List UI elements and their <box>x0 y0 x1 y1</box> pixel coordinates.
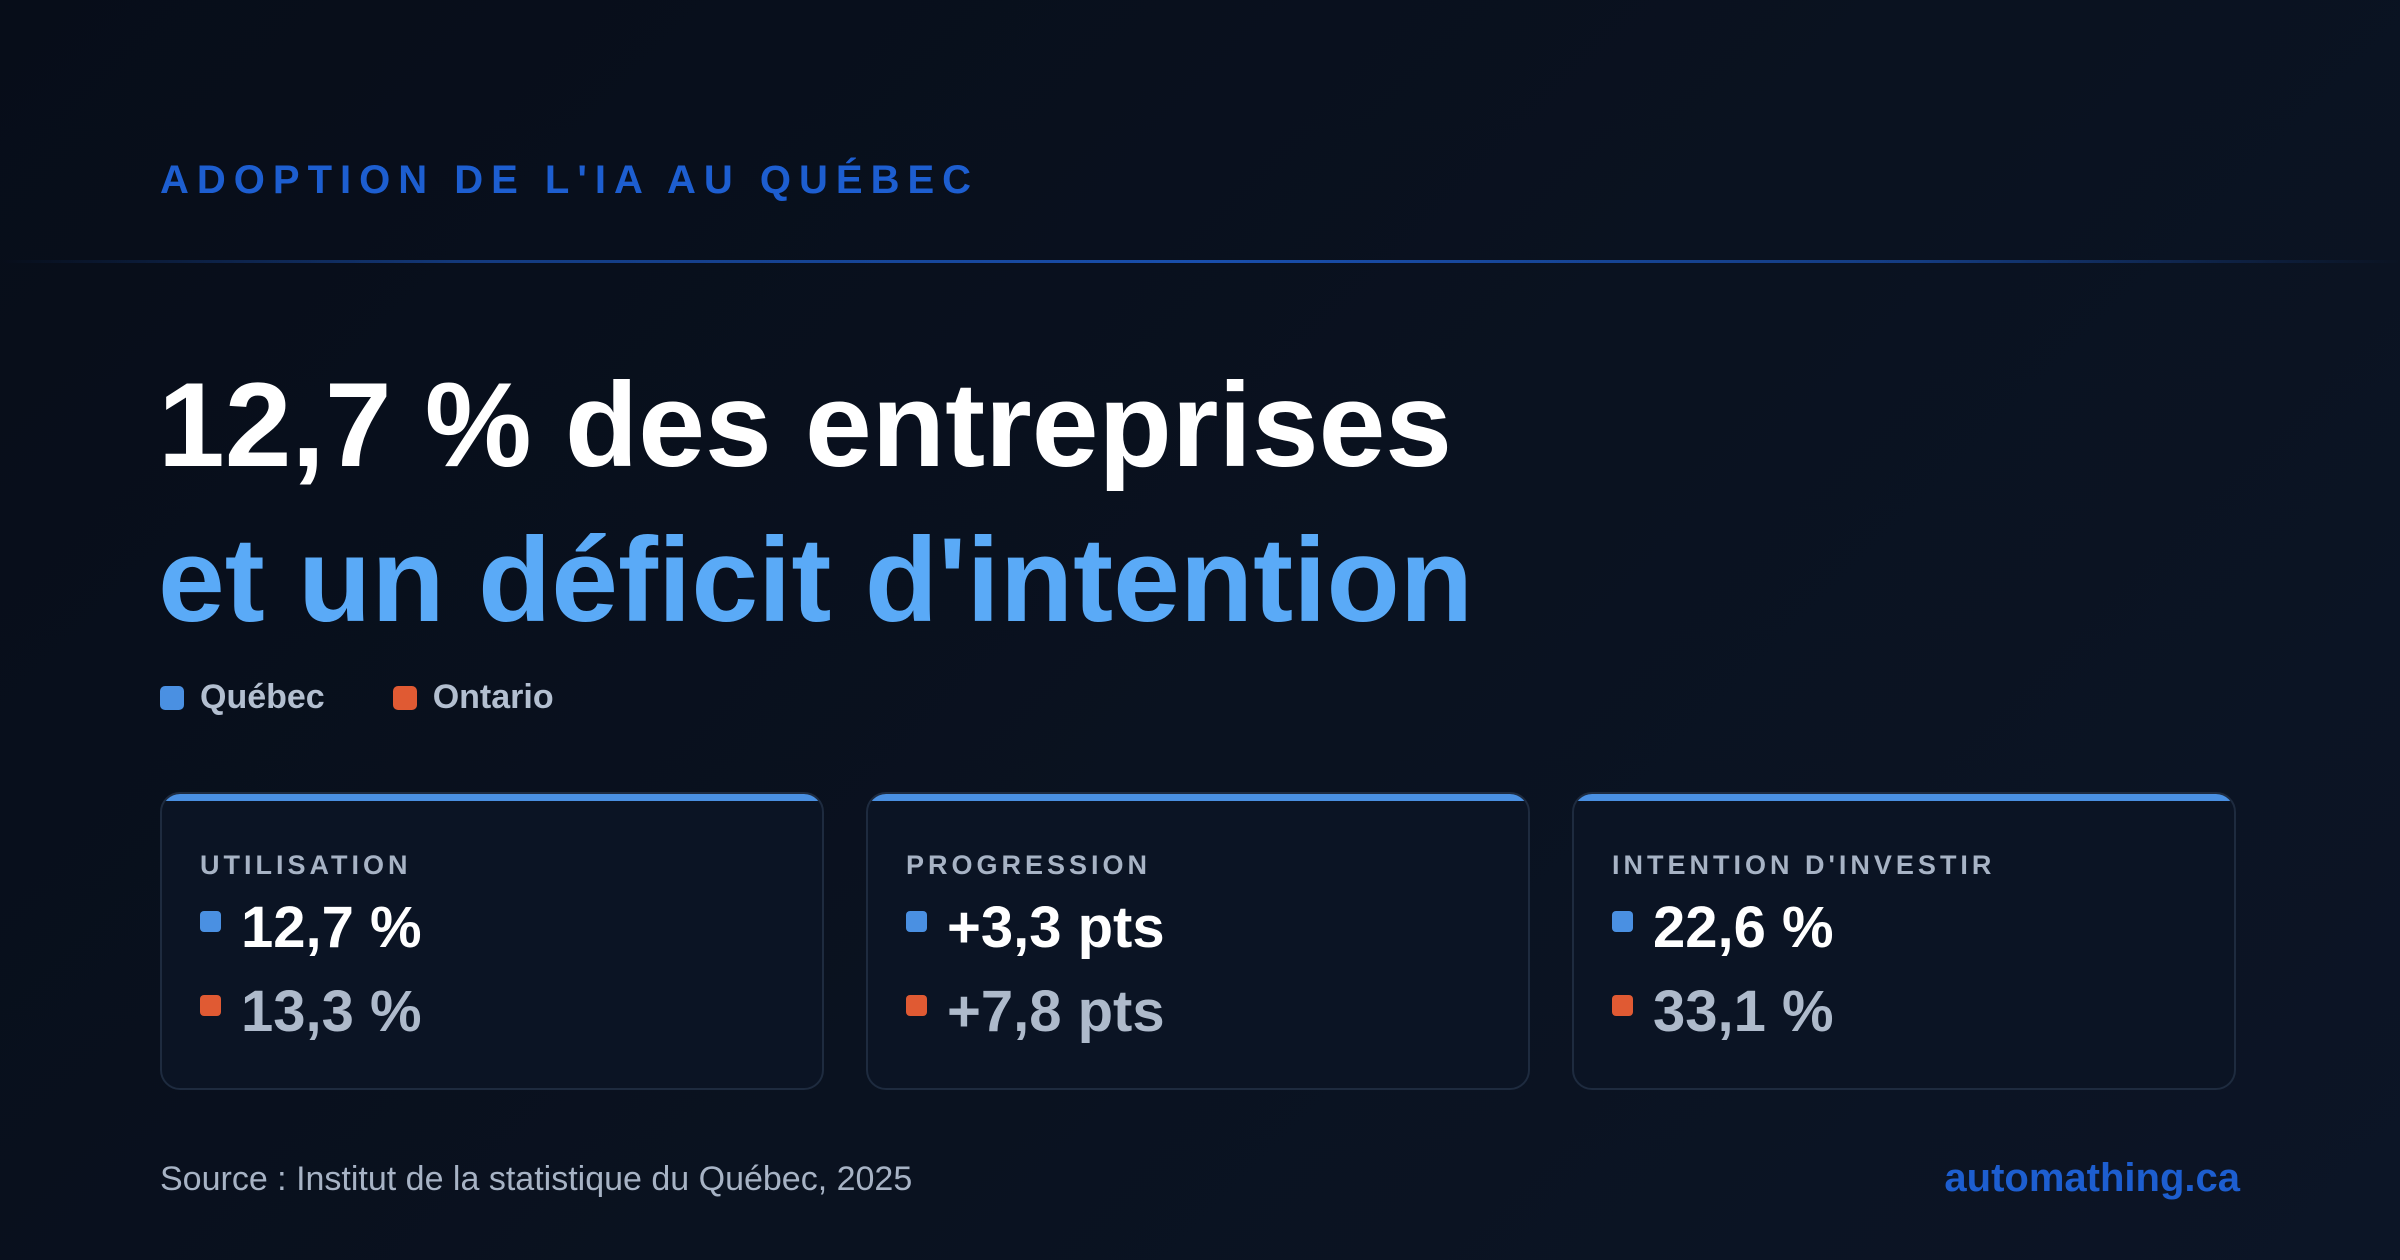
quebec-value-row: +3,3 pts <box>906 894 1165 961</box>
card-accent-bar <box>162 794 822 801</box>
headline-line-1: 12,7 % des entreprises <box>158 358 1453 492</box>
quebec-value-row: 12,7 % <box>200 894 422 961</box>
quebec-value: 12,7 % <box>241 895 422 960</box>
card-intention-investir: INTENTION D'INVESTIR 22,6 % 33,1 % <box>1572 792 2236 1090</box>
header-divider <box>0 260 2400 263</box>
card-label: UTILISATION <box>200 850 412 880</box>
card-label: INTENTION D'INVESTIR <box>1612 850 1996 880</box>
ontario-value: 13,3 % <box>241 979 422 1044</box>
stat-cards: UTILISATION 12,7 % 13,3 % PROGRESSION +3… <box>160 792 2236 1090</box>
eyebrow-title: ADOPTION DE L'IA AU QUÉBEC <box>160 158 980 202</box>
brand-link[interactable]: automathing.ca <box>1944 1156 2240 1200</box>
ontario-value-row: +7,8 pts <box>906 978 1165 1045</box>
ontario-value: 33,1 % <box>1653 979 1834 1044</box>
ontario-value-row: 13,3 % <box>200 978 422 1045</box>
quebec-square-icon <box>1612 911 1633 932</box>
quebec-swatch-icon <box>160 685 184 710</box>
headline-line-2: et un déficit d'intention <box>158 513 1474 647</box>
ontario-value: +7,8 pts <box>947 979 1165 1044</box>
ontario-value-row: 33,1 % <box>1612 978 1834 1045</box>
quebec-value: 22,6 % <box>1653 895 1834 960</box>
legend-item-quebec: Québec <box>160 678 325 717</box>
quebec-value: +3,3 pts <box>947 895 1165 960</box>
source-note: Source : Institut de la statistique du Q… <box>160 1160 913 1198</box>
ontario-square-icon <box>1612 995 1633 1016</box>
quebec-square-icon <box>200 911 221 932</box>
headline: 12,7 % des entreprises et un déficit d'i… <box>158 348 1473 658</box>
legend-label-quebec: Québec <box>200 678 325 716</box>
quebec-value-row: 22,6 % <box>1612 894 1834 961</box>
ontario-square-icon <box>200 995 221 1016</box>
card-accent-bar <box>868 794 1528 801</box>
legend: Québec Ontario <box>160 678 622 717</box>
card-label: PROGRESSION <box>906 850 1152 880</box>
legend-label-ontario: Ontario <box>432 678 554 716</box>
card-progression: PROGRESSION +3,3 pts +7,8 pts <box>866 792 1530 1090</box>
legend-item-ontario: Ontario <box>392 678 554 717</box>
card-accent-bar <box>1574 794 2234 801</box>
ontario-square-icon <box>906 995 927 1016</box>
quebec-square-icon <box>906 911 927 932</box>
ontario-swatch-icon <box>392 685 417 710</box>
card-utilisation: UTILISATION 12,7 % 13,3 % <box>160 792 824 1090</box>
